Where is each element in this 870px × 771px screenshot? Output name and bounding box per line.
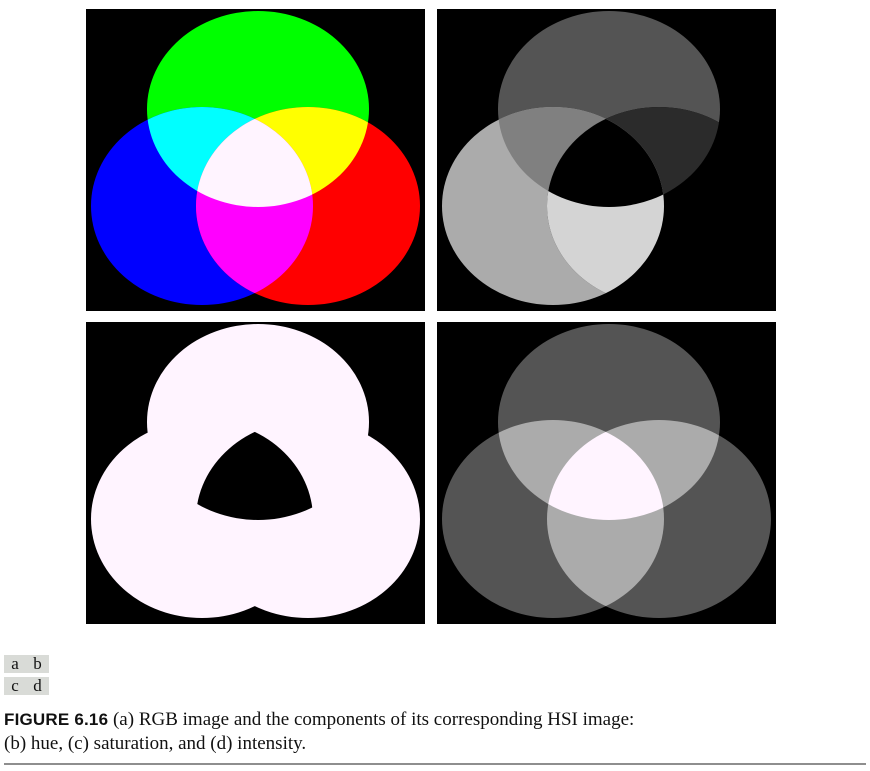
figure-caption: FIGURE 6.16 (a) RGB image and the compon…	[4, 708, 866, 756]
rgb-venn-image	[86, 9, 425, 311]
saturation-venn-image	[86, 322, 425, 624]
panel-a-rgb-image	[86, 9, 425, 311]
panel-key-d: d	[33, 676, 42, 695]
panel-c-saturation-image	[86, 322, 425, 624]
caption-text-line-1: (a) RGB image and the components of its …	[108, 709, 635, 730]
panel-key-row-2: c d	[4, 677, 49, 695]
panel-key-c: c	[11, 676, 19, 695]
panel-key-b: b	[33, 654, 42, 673]
panel-key-a: a	[11, 654, 19, 673]
figure-label: FIGURE 6.16	[4, 710, 109, 729]
intensity-venn-image	[437, 322, 776, 624]
panel-key-row-1: a b	[4, 655, 49, 673]
panel-d-intensity-image	[437, 322, 776, 624]
caption-bottom-rule	[4, 763, 866, 765]
hue-venn-image	[437, 9, 776, 311]
panel-b-hue-image	[437, 9, 776, 311]
caption-text-line-2: (b) hue, (c) saturation, and (d) intensi…	[4, 733, 307, 754]
